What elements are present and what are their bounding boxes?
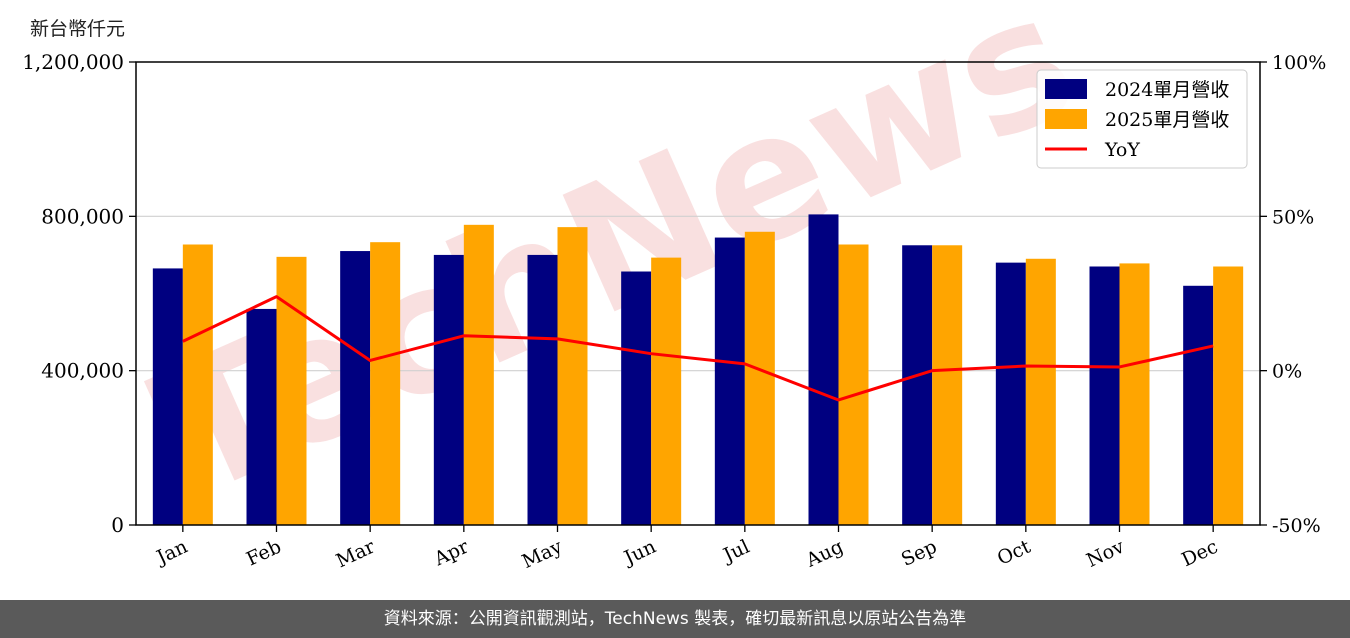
- left-tick-label: 1,200,000: [22, 50, 124, 74]
- y-axis-unit-label: 新台幣仟元: [30, 18, 126, 40]
- x-tick-label-jan: Jan: [152, 536, 191, 570]
- x-tick-label-mar: Mar: [333, 535, 379, 572]
- right-tick-label: 0%: [1272, 361, 1302, 383]
- yoy-line-layer: [182, 295, 1214, 402]
- bar-2025-oct: [1025, 258, 1056, 525]
- bar-2024-jul: [714, 237, 745, 525]
- x-tick-label-oct: Oct: [994, 535, 1034, 569]
- bar-2025-apr: [463, 224, 494, 526]
- bar-2025-may: [557, 227, 588, 526]
- legend-label: 2025單月營收: [1105, 109, 1229, 131]
- x-tick-label-feb: Feb: [243, 536, 285, 571]
- left-tick-label: 0: [111, 513, 124, 537]
- x-tick-label-sep: Sep: [898, 536, 940, 571]
- plot-frame: [135, 61, 1261, 526]
- bar-2024-nov: [1089, 266, 1120, 525]
- legend-box: [1036, 69, 1248, 169]
- bar-2024-oct: [995, 262, 1026, 525]
- yoy-line: [182, 295, 1214, 402]
- bar-2025-feb: [276, 256, 307, 525]
- x-tick-label-apr: Apr: [430, 535, 473, 571]
- x-tick-label-aug: Aug: [802, 536, 847, 572]
- bar-2025-dec: [1213, 266, 1244, 525]
- legend-swatch: [1045, 109, 1087, 129]
- legend-label: 2024單月營收: [1105, 79, 1229, 101]
- revenue-chart: TechNews 0400,000800,0001,200,000-50%0%5…: [22, 0, 1326, 573]
- x-tick-label-dec: Dec: [1178, 536, 1221, 572]
- bar-2025-mar: [370, 242, 401, 525]
- left-tick-label: 400,000: [41, 359, 124, 383]
- bar-2024-jan: [152, 268, 183, 525]
- x-tick-label-jun: Jun: [619, 536, 659, 570]
- bar-2024-feb: [246, 308, 277, 525]
- bar-2024-dec: [1183, 285, 1214, 525]
- bar-2024-aug: [808, 214, 839, 525]
- legend-label: YoY: [1104, 139, 1140, 161]
- bar-2025-aug: [838, 244, 869, 526]
- bar-2024-jun: [621, 271, 652, 525]
- bar-2024-may: [527, 254, 558, 525]
- bar-2024-mar: [340, 251, 371, 525]
- right-tick-label: -50%: [1272, 515, 1321, 537]
- bar-2025-jul: [744, 231, 775, 525]
- bar-2024-sep: [902, 245, 933, 526]
- bars: [152, 214, 1244, 526]
- bar-2025-nov: [1119, 263, 1150, 525]
- right-tick-label: 50%: [1272, 206, 1314, 228]
- x-tick-label-nov: Nov: [1083, 535, 1128, 571]
- bar-2025-jun: [651, 257, 682, 525]
- bar-2025-jan: [182, 244, 213, 526]
- gridlines: [136, 215, 1260, 372]
- legend-swatch: [1045, 79, 1087, 99]
- right-tick-label: 100%: [1272, 52, 1326, 74]
- legend: 2024單月營收 2025單月營收 YoY: [1036, 69, 1248, 169]
- x-tick-label-may: May: [519, 535, 566, 573]
- bar-2024-apr: [433, 254, 464, 525]
- left-tick-label: 800,000: [41, 204, 124, 228]
- x-tick-label-jul: Jul: [718, 536, 753, 568]
- source-footer: 資料來源：公開資訊觀測站，TechNews 製表，確切最新訊息以原站公告為準: [0, 600, 1350, 638]
- bar-2025-sep: [932, 245, 963, 526]
